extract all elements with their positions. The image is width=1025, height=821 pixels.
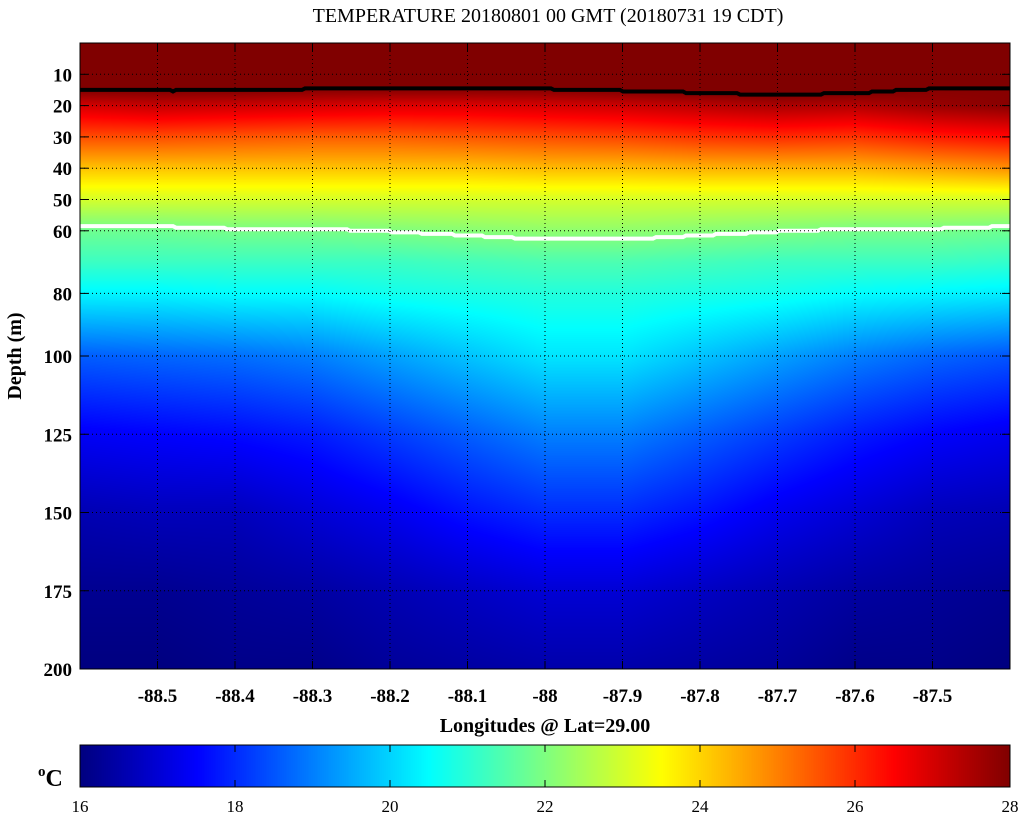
x-tick-label: -88 [532, 686, 557, 707]
x-axis-label: Longitudes @ Lat=29.00 [440, 715, 651, 737]
x-tick-label: -87.9 [603, 686, 643, 707]
colorbar-tick-label: 28 [1002, 797, 1019, 816]
colorbar-tick-label: 20 [382, 797, 399, 816]
colorbar-tick-label: 16 [72, 797, 89, 816]
y-tick-label: 30 [53, 128, 72, 149]
x-tick-label: -88.4 [215, 686, 255, 707]
y-tick-label: 10 [53, 65, 72, 86]
y-tick-label: 40 [53, 159, 72, 180]
degree-symbol: o [38, 764, 46, 780]
y-tick-label: 50 [53, 191, 72, 212]
colorbar-tick-label: 26 [847, 797, 864, 816]
y-tick-label: 60 [53, 222, 72, 243]
contour-lines [80, 86, 1010, 241]
colorbar-tick-label: 24 [692, 797, 710, 816]
grid-lines [80, 43, 1010, 670]
y-tick-label: 150 [44, 504, 73, 525]
y-axis-label: Depth (m) [4, 312, 26, 399]
x-axis-ticks: -88.5 -88.4 -88.3 -88.2 -88.1 -88 -87.9 -87.8 -8… [138, 43, 953, 707]
y-tick-label: 200 [44, 660, 73, 681]
x-tick-label: -88.1 [448, 686, 488, 707]
y-axis-ticks: 10 20 30 40 50 60 80 100 125 150 175 200 [44, 65, 1010, 681]
chart-title: TEMPERATURE 20180801 00 GMT (20180731 19… [313, 5, 784, 27]
contour-22 [80, 224, 1010, 241]
colorbar-unit-label: oC [38, 764, 63, 792]
x-tick-label: -88.3 [293, 686, 333, 707]
x-tick-label: -88.5 [138, 686, 178, 707]
x-tick-label: -87.7 [758, 686, 798, 707]
y-tick-label: 125 [44, 425, 73, 446]
x-tick-label: -87.8 [680, 686, 720, 707]
colorbar-tick-label: 22 [537, 797, 554, 816]
y-tick-label: 175 [44, 582, 73, 603]
celsius-letter: C [46, 766, 63, 792]
x-tick-label: -87.5 [913, 686, 953, 707]
contour-28 [80, 86, 1010, 97]
y-tick-label: 80 [53, 284, 72, 305]
x-tick-label: -88.2 [370, 686, 410, 707]
y-tick-label: 100 [44, 347, 73, 368]
y-tick-label: 20 [53, 97, 72, 118]
colorbar-tick-label: 18 [227, 797, 244, 816]
colorbar-ticks: 16 18 20 22 24 26 28 [72, 745, 1019, 816]
x-tick-label: -87.6 [835, 686, 875, 707]
